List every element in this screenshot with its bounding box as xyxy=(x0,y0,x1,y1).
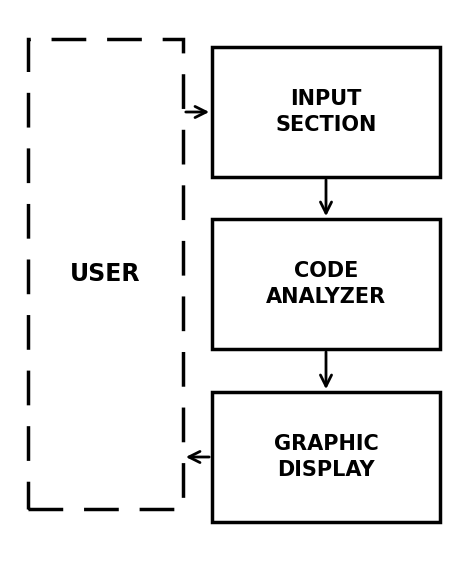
Text: GRAPHIC
DISPLAY: GRAPHIC DISPLAY xyxy=(274,434,378,480)
Bar xyxy=(212,219,440,349)
Bar xyxy=(212,47,440,177)
Bar xyxy=(28,39,183,509)
Text: CODE
ANALYZER: CODE ANALYZER xyxy=(266,261,386,307)
Text: INPUT
SECTION: INPUT SECTION xyxy=(275,89,376,135)
Bar xyxy=(212,392,440,522)
Text: USER: USER xyxy=(70,262,140,286)
